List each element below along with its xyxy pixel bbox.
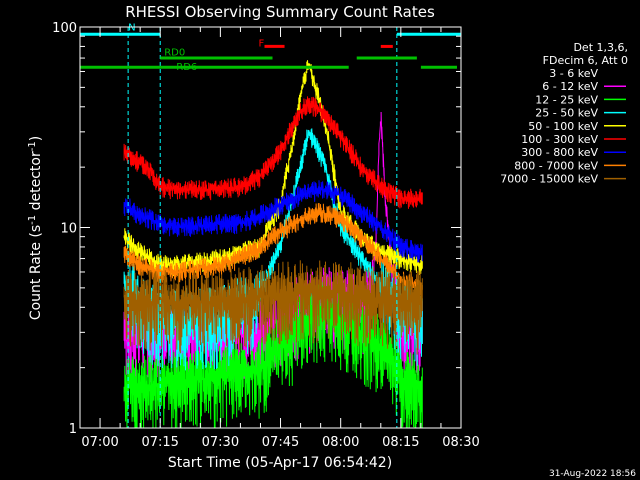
x-tick-label: 07:15 <box>141 435 178 450</box>
x-tick-label: 08:00 <box>322 435 359 450</box>
y-tick-label: 100 <box>52 21 77 36</box>
legend-label-50-100-kev: 50 - 100 keV <box>528 120 598 133</box>
annotation-label-f: F <box>258 38 264 49</box>
axes: 1 10 100 07:00 07:15 07:30 07:45 08:00 08:15 08:3… <box>52 21 480 450</box>
plot-series <box>123 60 423 429</box>
series-100-300-kev <box>123 96 423 209</box>
legend-header-line: FDecim 6, Att 0 <box>543 54 628 67</box>
annotation-label-n: N <box>128 23 135 34</box>
y-axis-label-rest: detector <box>28 151 44 215</box>
x-tick-label: 08:30 <box>442 435 479 450</box>
y-axis-label-sup: -1 <box>27 215 38 225</box>
y-tick-label: 1 <box>69 422 77 437</box>
series-300-800-kev <box>123 180 423 263</box>
legend-label-7000-15000-kev: 7000 - 15000 keV <box>500 173 598 186</box>
y-tick-label: 10 <box>60 222 77 237</box>
legend-header-line: Det 1,3,6, <box>573 41 628 54</box>
x-tick-label: 07:00 <box>81 435 118 450</box>
x-tick-label: 08:15 <box>382 435 419 450</box>
chart-title: RHESSI Observing Summary Count Rates <box>125 3 435 21</box>
y-axis-label-close: ) <box>28 136 44 141</box>
x-tick-label: 07:45 <box>262 435 299 450</box>
legend-label-25-50-kev: 25 - 50 keV <box>535 107 598 120</box>
x-axis-label: Start Time (05-Apr-17 06:54:42) <box>168 455 392 471</box>
footer-date: 31-Aug-2022 18:56 <box>549 469 636 479</box>
legend-label-12-25-kev: 12 - 25 keV <box>535 93 598 106</box>
series-7000-15000-kev <box>123 260 423 355</box>
series-6-12-kev <box>123 111 423 385</box>
series-800-7000-kev <box>123 202 423 297</box>
y-axis-label: Count Rate (s-1 detector-1) <box>27 136 44 320</box>
y-axis-label-main: Count Rate (s <box>28 225 44 320</box>
legend-label-3-6-kev: 3 - 6 keV <box>549 67 598 80</box>
legend-label-6-12-kev: 6 - 12 keV <box>542 80 598 93</box>
legend-label-800-7000-kev: 800 - 7000 keV <box>514 159 598 172</box>
y-axis-label-sup2: -1 <box>27 141 38 151</box>
series-3-6-kev <box>123 172 423 221</box>
annotation-label-rd0: RD0 <box>164 48 185 59</box>
x-tick-label: 07:30 <box>202 435 239 450</box>
annotation-label-rd6: RD6 <box>176 62 197 73</box>
legend-label-100-300-kev: 100 - 300 keV <box>521 133 598 146</box>
legend-label-300-800-kev: 300 - 800 keV <box>521 146 598 159</box>
